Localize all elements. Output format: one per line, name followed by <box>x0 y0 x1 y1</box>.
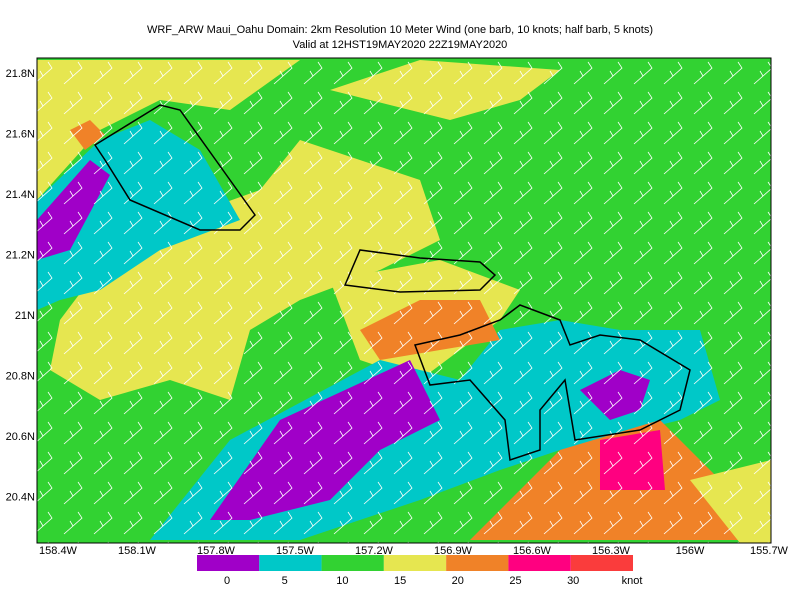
lon-label: 157.8W <box>197 545 236 557</box>
colorbar-label: 15 <box>394 575 406 587</box>
lat-label: 20.6N <box>6 431 35 443</box>
lat-label: 21N <box>15 310 35 322</box>
colorbar-swatch <box>446 555 509 571</box>
colorbar-swatch <box>508 555 571 571</box>
lat-label: 20.8N <box>6 370 35 382</box>
lon-label: 158.1W <box>118 545 157 557</box>
lon-label: 157.2W <box>355 545 394 557</box>
lon-label: 158.4W <box>39 545 78 557</box>
lat-label: 21.6N <box>6 128 35 140</box>
lon-label: 156.3W <box>592 545 631 557</box>
lon-label: 156W <box>676 545 705 557</box>
lon-label: 156.6W <box>513 545 552 557</box>
colorbar-swatch <box>383 555 447 571</box>
lat-label: 21.2N <box>6 249 35 261</box>
colorbar-label: 30 <box>567 575 579 587</box>
colorbar-label: 25 <box>509 575 521 587</box>
lon-label: 155.7W <box>750 545 789 557</box>
colorbar-swatch <box>321 555 384 571</box>
lat-label: 21.4N <box>6 189 35 201</box>
map-field <box>37 58 771 543</box>
colorbar-swatch <box>197 555 260 571</box>
map-title: WRF_ARW Maui_Oahu Domain: 2km Resolution… <box>147 24 653 36</box>
colorbar-swatch <box>259 555 322 571</box>
lat-label: 20.4N <box>6 491 35 503</box>
colorbar-label: 10 <box>336 575 348 587</box>
colorbar-unit: knot <box>622 575 643 587</box>
colorbar-label: 0 <box>224 575 230 587</box>
map-frame <box>36 57 772 544</box>
map-subtitle: Valid at 12HST19MAY2020 22Z19MAY2020 <box>293 39 508 51</box>
lon-label: 156.9W <box>434 545 473 557</box>
lon-label: 157.5W <box>276 545 315 557</box>
colorbar-swatch <box>570 555 633 571</box>
colorbar-label: 20 <box>452 575 464 587</box>
lat-label: 21.8N <box>6 68 35 80</box>
colorbar-label: 5 <box>282 575 288 587</box>
